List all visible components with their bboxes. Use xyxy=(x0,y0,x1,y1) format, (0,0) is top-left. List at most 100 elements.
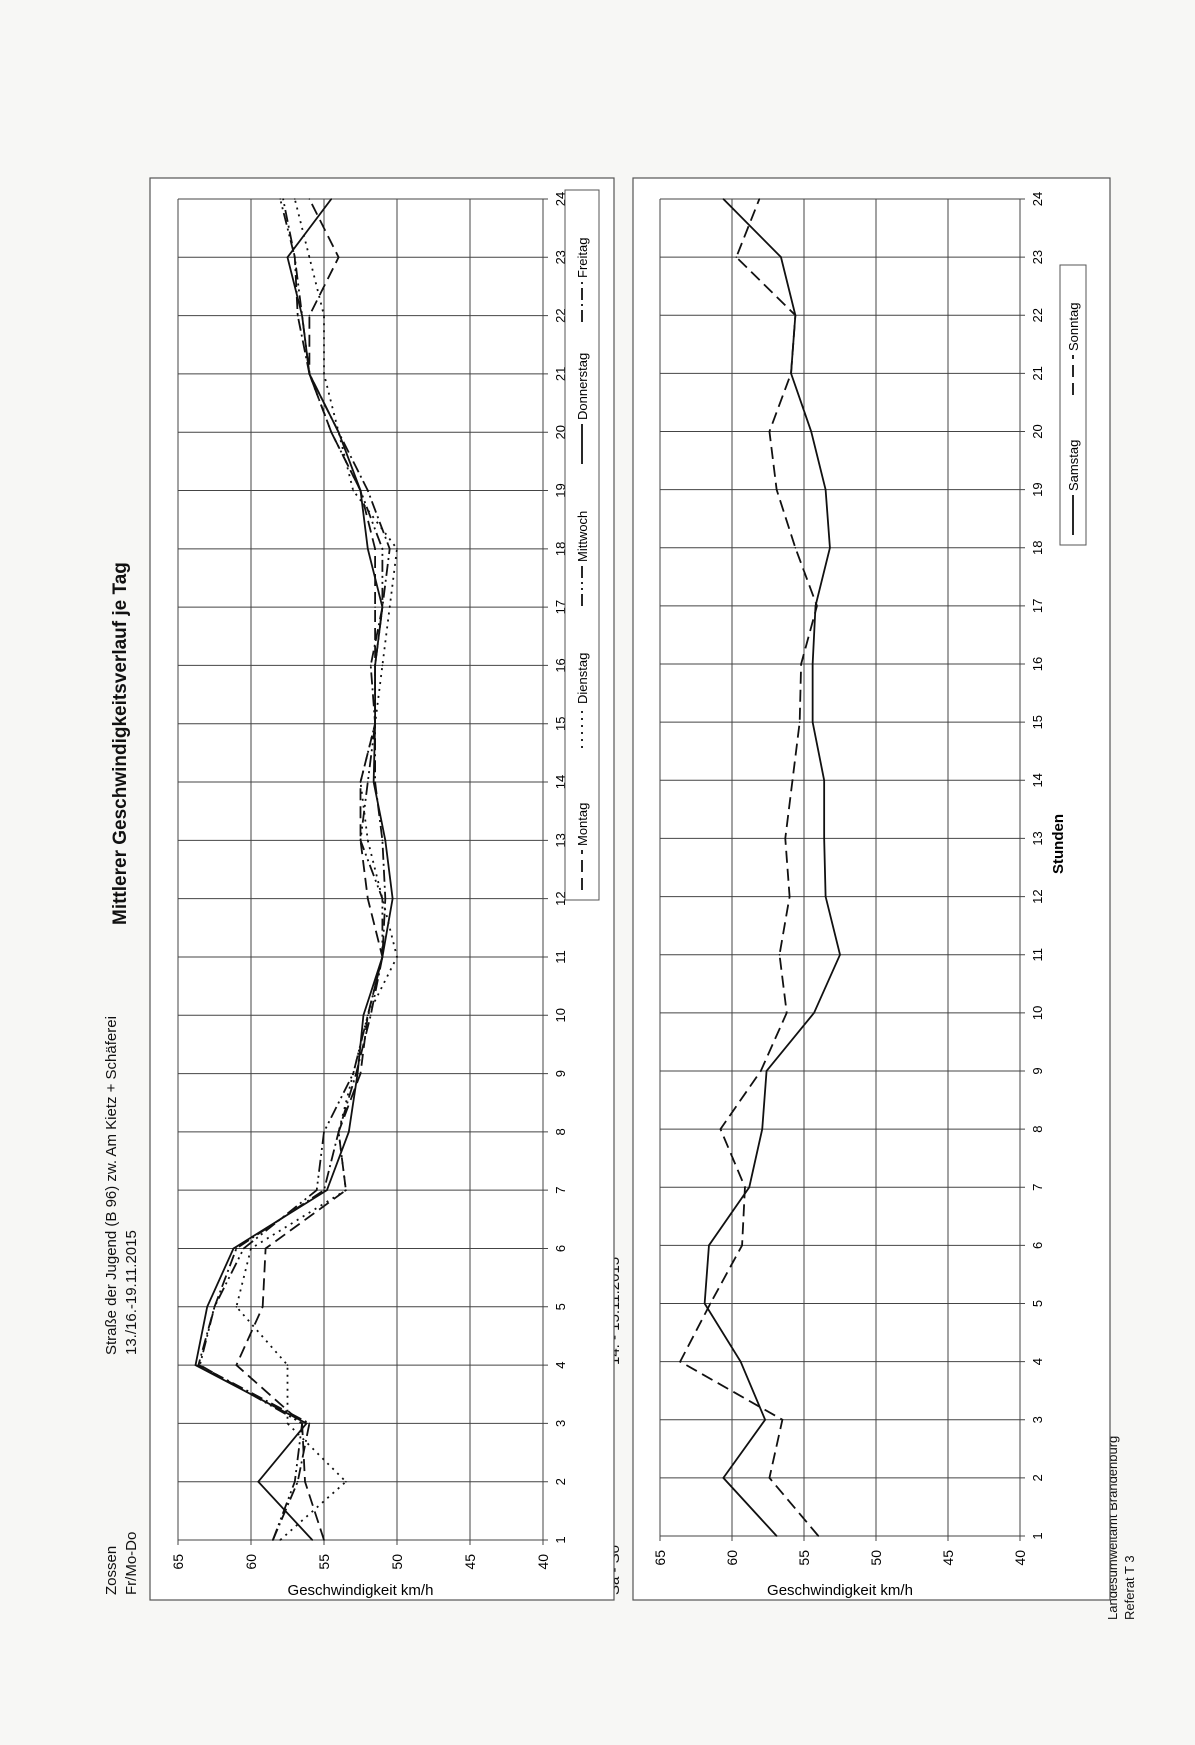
data-point-dienstag xyxy=(381,664,384,667)
x-tick-label: 18 xyxy=(1030,541,1045,555)
data-point-sonntag xyxy=(775,488,778,491)
data-point-freitag xyxy=(369,1014,372,1017)
x-tick-label: 13 xyxy=(1030,831,1045,845)
data-point-freitag xyxy=(213,1305,216,1308)
data-point-dienstag xyxy=(396,548,398,550)
x-tick-label: 9 xyxy=(1030,1067,1045,1074)
data-point-sonntag xyxy=(735,256,738,258)
data-point-samstag xyxy=(748,1186,751,1189)
data-point-freitag xyxy=(381,839,384,842)
x-tick-label: 16 xyxy=(553,658,568,672)
x-tick-label: 20 xyxy=(553,425,568,439)
x-tick-label: 1 xyxy=(553,1536,568,1543)
x-tick-label: 19 xyxy=(1030,482,1045,496)
data-point-mittwoch xyxy=(315,1189,318,1191)
x-tick-label: 14 xyxy=(1030,773,1045,787)
x-tick-label: 15 xyxy=(553,717,568,731)
data-point-donnerstag xyxy=(330,198,333,200)
legend-label: Montag xyxy=(575,803,590,846)
data-point-donnerstag xyxy=(311,1539,314,1541)
data-point-sonntag xyxy=(741,1244,743,1247)
y-tick-label: 40 xyxy=(1012,1550,1028,1566)
data-point-donnerstag xyxy=(391,897,394,900)
data-point-samstag xyxy=(765,1070,768,1072)
data-point-samstag xyxy=(722,1477,725,1479)
x-tick-label: 12 xyxy=(1030,889,1045,903)
x-tick-label: 5 xyxy=(553,1303,568,1310)
x-tick-label: 23 xyxy=(553,250,568,264)
data-point-freitag xyxy=(381,606,384,608)
data-point-sonntag xyxy=(794,314,797,317)
data-point-donnerstag xyxy=(356,1072,359,1075)
data-point-samstag xyxy=(761,1128,764,1130)
data-point-mittwoch xyxy=(301,1422,303,1425)
data-point-mittwoch xyxy=(323,1131,325,1133)
x-tick-label: 7 xyxy=(553,1187,568,1194)
data-point-samstag xyxy=(775,1535,778,1537)
data-point-sonntag xyxy=(760,1070,762,1072)
legend-box xyxy=(1059,264,1087,546)
data-point-donnerstag xyxy=(362,1014,365,1017)
data-point-montag xyxy=(308,314,311,317)
data-point-dienstag xyxy=(250,1247,252,1250)
data-point-samstag xyxy=(839,953,841,956)
x-tick-label: 1 xyxy=(1030,1532,1045,1539)
y-tick-label: 65 xyxy=(652,1550,668,1566)
data-point-montag xyxy=(367,897,369,900)
data-point-donnerstag xyxy=(384,839,387,842)
x-tick-label: 24 xyxy=(1030,192,1045,206)
data-point-freitag xyxy=(323,1189,325,1191)
data-point-samstag xyxy=(739,1360,742,1363)
x-tick-label: 5 xyxy=(1030,1300,1045,1307)
y-axis-title: Geschwindigkeit km/h xyxy=(288,1582,434,1599)
data-point-mittwoch xyxy=(367,1014,369,1017)
legend-label: Sonntag xyxy=(1066,303,1081,351)
x-tick-label: 10 xyxy=(553,1008,568,1022)
data-point-sonntag xyxy=(816,605,818,607)
x-tick-label: 2 xyxy=(553,1478,568,1485)
series-line-samstag xyxy=(703,198,841,1537)
series-line-montag xyxy=(235,198,384,1541)
data-point-dienstag xyxy=(323,373,325,375)
data-point-montag xyxy=(337,256,340,259)
data-point-donnerstag xyxy=(305,1422,308,1425)
data-point-freitag xyxy=(381,956,384,958)
x-tick-label: 17 xyxy=(553,600,568,614)
chart-frame xyxy=(632,177,1111,1601)
x-tick-label: 6 xyxy=(1030,1242,1045,1249)
series-line-freitag xyxy=(197,198,391,1541)
data-point-freitag xyxy=(384,897,387,900)
data-point-samstag xyxy=(811,721,814,723)
data-point-samstag xyxy=(823,779,825,782)
x-tick-label: 22 xyxy=(1030,308,1045,322)
x-tick-label: 19 xyxy=(553,483,568,497)
data-point-sonntag xyxy=(785,1012,788,1014)
data-point-freitag xyxy=(374,781,376,783)
data-point-dienstag xyxy=(345,1480,347,1483)
data-point-montag xyxy=(235,1364,238,1366)
y-tick-label: 55 xyxy=(796,1550,812,1566)
data-point-sonntag xyxy=(794,546,797,549)
data-point-donnerstag xyxy=(194,1364,197,1366)
data-point-freitag xyxy=(388,548,391,550)
data-point-montag xyxy=(304,1480,306,1483)
data-point-sonntag xyxy=(798,721,801,723)
legend-label: Donnerstag xyxy=(575,353,590,420)
data-point-sonntag xyxy=(768,430,771,433)
data-point-mittwoch xyxy=(367,781,369,783)
x-tick-label: 11 xyxy=(1030,948,1045,962)
legend-label: Dienstag xyxy=(575,653,590,704)
data-point-montag xyxy=(359,1072,362,1075)
data-point-freitag xyxy=(308,373,311,375)
data-point-samstag xyxy=(703,1302,706,1305)
data-point-mittwoch xyxy=(359,839,362,842)
x-tick-label: 16 xyxy=(1030,657,1045,671)
data-point-mittwoch xyxy=(242,1247,245,1250)
data-point-freitag xyxy=(296,1480,299,1483)
data-point-mittwoch xyxy=(381,897,384,900)
x-tick-label: 24 xyxy=(553,192,568,206)
data-point-freitag xyxy=(308,1422,311,1425)
x-tick-label: 15 xyxy=(1030,715,1045,729)
data-point-freitag xyxy=(235,1247,238,1250)
legend-label: Mittwoch xyxy=(575,511,590,562)
